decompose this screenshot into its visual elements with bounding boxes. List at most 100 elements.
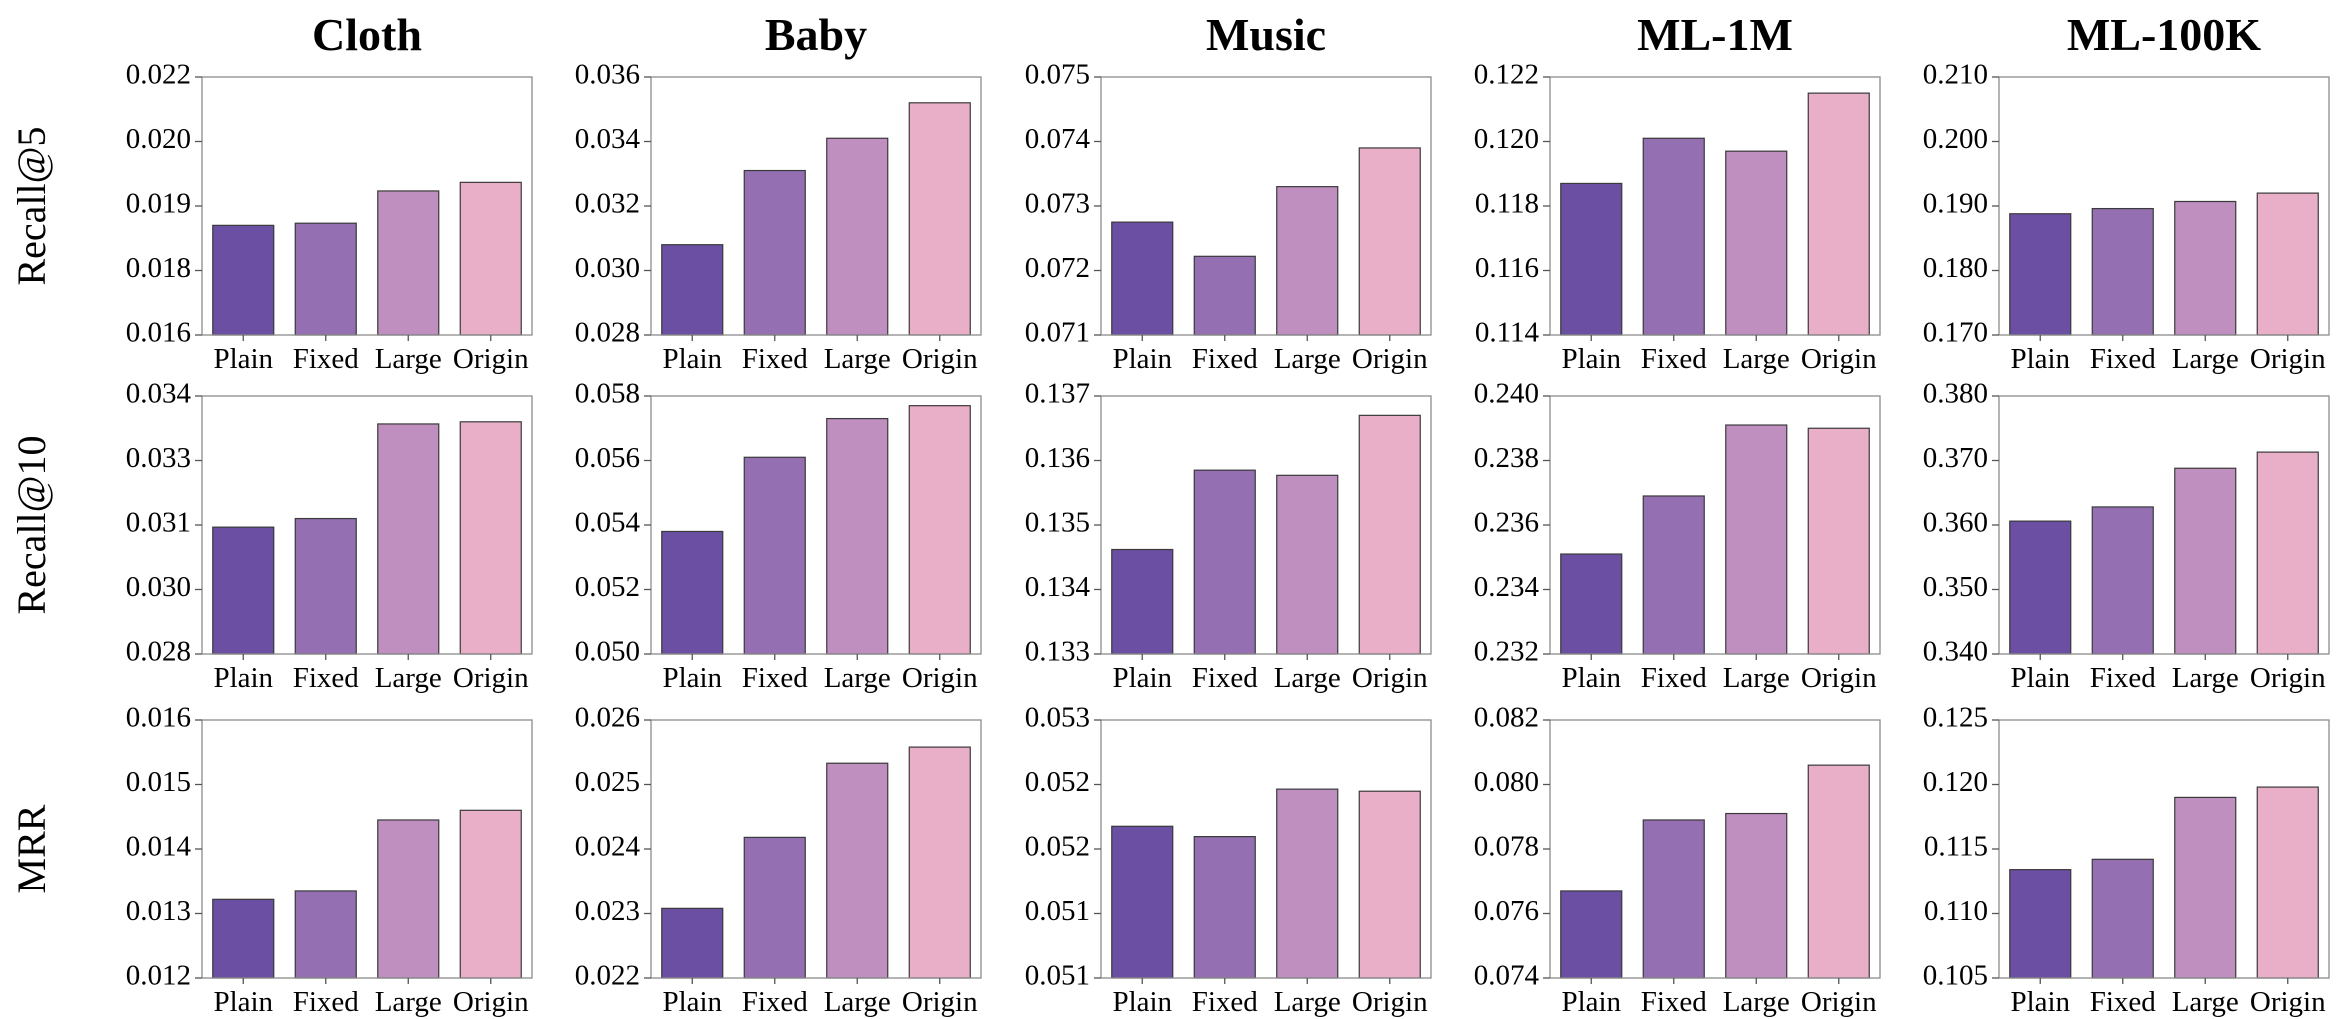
y-tick-label: 0.234 xyxy=(1474,571,1540,603)
y-tick-label: 0.016 xyxy=(126,317,191,349)
bar-large xyxy=(826,417,889,655)
y-tick-label: 0.052 xyxy=(1025,766,1090,798)
bar-fixed xyxy=(743,456,806,655)
y-tick-label: 0.015 xyxy=(126,766,191,798)
x-tick-label-plain: Plain xyxy=(662,343,722,375)
bar-origin xyxy=(908,102,971,336)
x-tick-label-plain: Plain xyxy=(213,343,273,375)
y-tick-label: 0.071 xyxy=(1025,317,1090,349)
y-tick-label: 0.054 xyxy=(575,507,641,539)
x-tick-label-plain: Plain xyxy=(1112,986,1172,1018)
subplot-baby-recall-10: 0.050 0.052 0.054 0.056 0.058 Plain Fixed Large… xyxy=(575,378,982,694)
bar-origin xyxy=(1358,147,1421,336)
y-tick-label: 0.170 xyxy=(1923,317,1988,349)
y-tick-label: 0.074 xyxy=(1025,123,1091,155)
column-title-music: Music xyxy=(1206,9,1326,60)
y-tick-label: 0.073 xyxy=(1025,188,1090,220)
x-tick-label-plain: Plain xyxy=(213,662,273,694)
subplot-ml-100k-recall-5: 0.170 0.180 0.190 0.200 0.210 Plain Fixed Large… xyxy=(1923,59,2330,375)
x-tick-label-origin: Origin xyxy=(1352,662,1428,694)
y-tick-label: 0.023 xyxy=(575,895,640,927)
x-tick-label-large: Large xyxy=(2172,986,2239,1018)
y-tick-label: 0.056 xyxy=(575,442,640,474)
bar-fixed xyxy=(1193,255,1256,336)
y-tick-label: 0.232 xyxy=(1474,636,1539,668)
bar-plain xyxy=(661,244,724,336)
bar-large xyxy=(1276,474,1339,655)
x-tick-label-large: Large xyxy=(2172,662,2239,694)
x-tick-label-fixed: Fixed xyxy=(293,986,360,1018)
x-tick-label-large: Large xyxy=(1723,986,1790,1018)
x-tick-label-plain: Plain xyxy=(1561,343,1621,375)
x-tick-label-plain: Plain xyxy=(1112,662,1172,694)
y-tick-label: 0.082 xyxy=(1474,702,1539,734)
y-tick-label: 0.240 xyxy=(1474,378,1539,410)
subplot-ml-100k-mrr: 0.105 0.110 0.115 0.120 0.125 Plain Fixed Large… xyxy=(1923,702,2330,1018)
y-tick-label: 0.078 xyxy=(1474,831,1539,863)
bar-large xyxy=(1276,186,1339,336)
bar-large xyxy=(1725,812,1788,979)
y-tick-label: 0.025 xyxy=(575,766,640,798)
y-tick-label: 0.050 xyxy=(575,636,640,668)
y-tick-label: 0.052 xyxy=(575,571,640,603)
subplot-music-recall-5: 0.071 0.072 0.073 0.074 0.075 Plain Fixed Large… xyxy=(1025,59,1432,375)
y-tick-label: 0.380 xyxy=(1923,378,1988,410)
column-title-baby: Baby xyxy=(765,9,867,60)
bar-fixed xyxy=(1642,819,1705,979)
x-tick-label-large: Large xyxy=(1723,343,1790,375)
y-tick-label: 0.028 xyxy=(126,636,191,668)
x-tick-label-fixed: Fixed xyxy=(1641,986,1708,1018)
bar-plain xyxy=(1560,553,1623,655)
y-tick-label: 0.014 xyxy=(126,831,192,863)
x-tick-label-fixed: Fixed xyxy=(742,343,809,375)
bar-plain xyxy=(1560,182,1623,336)
y-tick-label: 0.350 xyxy=(1923,571,1988,603)
x-tick-label-large: Large xyxy=(824,343,891,375)
bar-fixed xyxy=(2091,506,2154,655)
x-tick-label-fixed: Fixed xyxy=(742,662,809,694)
subplot-music-mrr: 0.051 0.051 0.052 0.052 0.053 Plain Fixed Large… xyxy=(1025,702,1432,1018)
bar-origin xyxy=(459,181,522,336)
subplot-baby-recall-5: 0.028 0.030 0.032 0.034 0.036 Plain Fixed Large… xyxy=(575,59,982,375)
bar-plain xyxy=(212,898,275,979)
x-tick-label-large: Large xyxy=(824,662,891,694)
row-label-recall-5: Recall@5 xyxy=(9,126,54,285)
y-tick-label: 0.075 xyxy=(1025,59,1090,91)
x-tick-label-plain: Plain xyxy=(662,662,722,694)
bar-fixed xyxy=(743,169,806,336)
subplot-cloth-recall-10: 0.028 0.030 0.031 0.033 0.034 Plain Fixed Large… xyxy=(126,378,533,694)
y-tick-label: 0.110 xyxy=(1924,895,1988,927)
x-tick-label-plain: Plain xyxy=(2010,343,2070,375)
bar-fixed xyxy=(743,836,806,979)
x-tick-label-origin: Origin xyxy=(1801,986,1877,1018)
y-tick-label: 0.125 xyxy=(1923,702,1988,734)
bar-plain xyxy=(212,224,275,336)
x-tick-label-plain: Plain xyxy=(1561,662,1621,694)
x-tick-label-fixed: Fixed xyxy=(1641,343,1708,375)
y-tick-label: 0.133 xyxy=(1025,636,1090,668)
bar-origin xyxy=(1358,790,1421,979)
bar-plain xyxy=(1111,548,1174,655)
y-tick-label: 0.238 xyxy=(1474,442,1539,474)
x-tick-label-plain: Plain xyxy=(1561,986,1621,1018)
bar-origin xyxy=(908,405,971,655)
y-tick-label: 0.022 xyxy=(126,59,191,91)
y-tick-label: 0.134 xyxy=(1025,571,1091,603)
bar-origin xyxy=(459,809,522,979)
x-tick-label-large: Large xyxy=(824,986,891,1018)
bar-fixed xyxy=(1193,469,1256,655)
x-tick-label-large: Large xyxy=(1274,343,1341,375)
x-tick-label-large: Large xyxy=(375,986,442,1018)
y-tick-label: 0.053 xyxy=(1025,702,1090,734)
x-tick-label-origin: Origin xyxy=(902,343,978,375)
bar-large xyxy=(826,137,889,336)
y-tick-label: 0.030 xyxy=(575,252,640,284)
bar-plain xyxy=(2009,869,2072,979)
x-tick-label-plain: Plain xyxy=(2010,662,2070,694)
bar-large xyxy=(1725,424,1788,655)
bar-large xyxy=(1276,788,1339,979)
y-tick-label: 0.024 xyxy=(575,831,641,863)
x-tick-label-fixed: Fixed xyxy=(742,986,809,1018)
x-tick-label-fixed: Fixed xyxy=(293,343,360,375)
y-tick-label: 0.210 xyxy=(1923,59,1988,91)
